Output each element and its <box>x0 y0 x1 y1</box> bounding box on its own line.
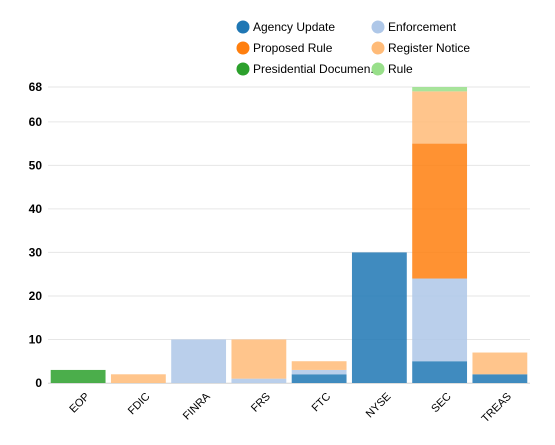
x-tick-label: SEC <box>429 391 454 416</box>
y-tick-label: 20 <box>29 289 43 303</box>
bar-sec-5[interactable] <box>412 87 468 92</box>
bar-sec-0[interactable] <box>412 361 468 383</box>
bars <box>50 87 528 383</box>
y-tick-label: 60 <box>29 115 43 129</box>
legend-label-1[interactable]: Enforcement <box>388 20 457 34</box>
bar-ftc-1[interactable] <box>291 369 347 375</box>
legend-swatch-0[interactable] <box>236 20 250 34</box>
bar-eop-4[interactable] <box>50 369 106 383</box>
x-tick-label: NYSE <box>364 391 394 421</box>
bar-sec-2[interactable] <box>412 143 468 279</box>
x-tick-label: FTC <box>310 391 334 415</box>
y-tick-label: 50 <box>29 158 43 172</box>
legend-label-3[interactable]: Register Notice <box>388 41 470 55</box>
x-tick-label: FDIC <box>126 391 153 418</box>
legend-swatch-2[interactable] <box>236 41 250 55</box>
bar-nyse-0[interactable] <box>351 252 407 383</box>
bar-fdic-3[interactable] <box>110 374 166 383</box>
legend-swatch-3[interactable] <box>371 41 385 55</box>
bar-frs-1[interactable] <box>231 378 287 383</box>
legend: Agency Update Enforcement Proposed Rule Reg… <box>236 20 470 76</box>
x-tick-label: TREAS <box>480 391 514 425</box>
y-axis: 0 10 20 30 40 50 60 68 <box>29 80 43 390</box>
legend-label-0[interactable]: Agency Update <box>253 20 335 34</box>
y-tick-label: 40 <box>29 202 43 216</box>
legend-swatch-5[interactable] <box>371 62 385 76</box>
y-tick-label: 0 <box>35 376 42 390</box>
bar-ftc-0[interactable] <box>291 374 347 383</box>
bar-sec-3[interactable] <box>412 91 468 144</box>
bar-frs-3[interactable] <box>231 339 287 379</box>
legend-swatch-1[interactable] <box>371 20 385 34</box>
y-tick-label: 30 <box>29 245 43 259</box>
bar-ftc-3[interactable] <box>291 361 347 370</box>
bar-treas-0[interactable] <box>472 374 528 383</box>
x-tick-label: EOP <box>67 391 92 416</box>
bar-treas-3[interactable] <box>472 352 528 375</box>
bar-finra-1[interactable] <box>171 339 227 383</box>
x-tick-label: FRS <box>249 391 273 415</box>
legend-label-5[interactable]: Rule <box>388 62 413 76</box>
x-axis: EOP FDIC FINRA FRS FTC NYSE SEC TREAS <box>48 383 530 425</box>
gridlines <box>48 86 530 384</box>
legend-label-2[interactable]: Proposed Rule <box>253 41 333 55</box>
y-tick-label: 68 <box>29 80 43 94</box>
x-tick-label: FINRA <box>181 390 213 422</box>
legend-swatch-4[interactable] <box>236 62 250 76</box>
bar-sec-1[interactable] <box>412 278 468 362</box>
y-tick-label: 10 <box>29 332 43 346</box>
legend-label-4[interactable]: Presidential Documen... <box>253 62 380 76</box>
